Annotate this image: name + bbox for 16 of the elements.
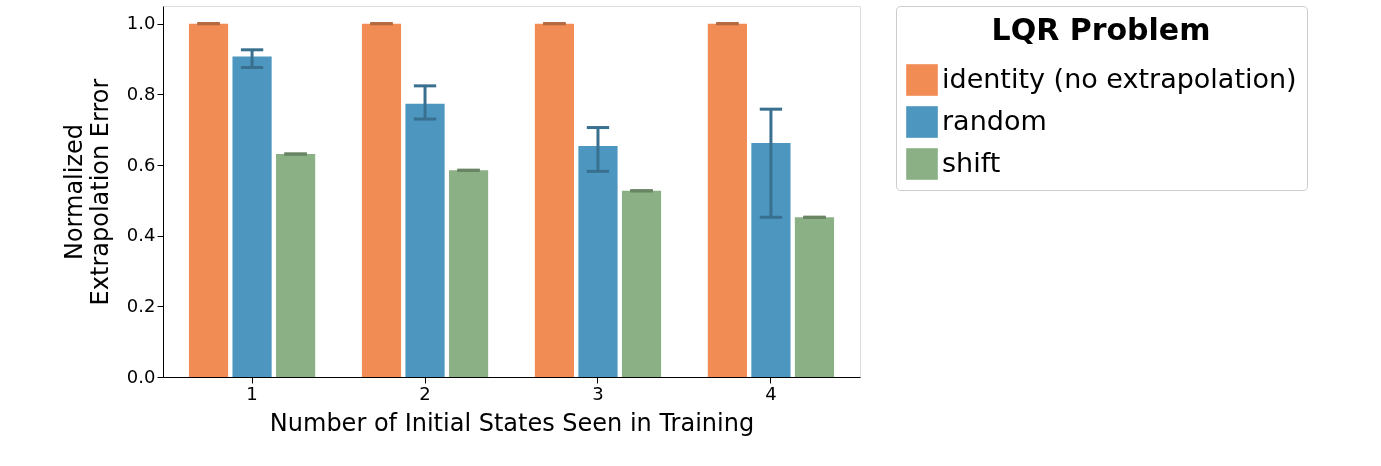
x-tick-label: 3 — [592, 382, 604, 404]
legend-title: LQR Problem — [991, 12, 1211, 47]
y-tick-label: 0.0 — [126, 365, 156, 387]
legend-label: shift — [942, 147, 1001, 178]
y-tick-label: 0.8 — [126, 82, 156, 104]
y-tick-label: 0.6 — [126, 153, 156, 175]
x-tick-label: 1 — [246, 382, 258, 404]
legend-label: identity (no extrapolation) — [942, 63, 1297, 94]
y-tick-label: 0.4 — [126, 224, 156, 246]
y-tick-label: 0.2 — [126, 294, 156, 316]
x-tick-label: 4 — [765, 382, 777, 404]
y-axis-title: Normalized Extrapolation Error — [59, 78, 114, 306]
y-tick-label: 1.0 — [126, 12, 156, 34]
legend-label: random — [942, 105, 1047, 136]
x-tick-label: 2 — [419, 382, 431, 404]
x-axis-title: Number of Initial States Seen in Training — [269, 408, 755, 437]
